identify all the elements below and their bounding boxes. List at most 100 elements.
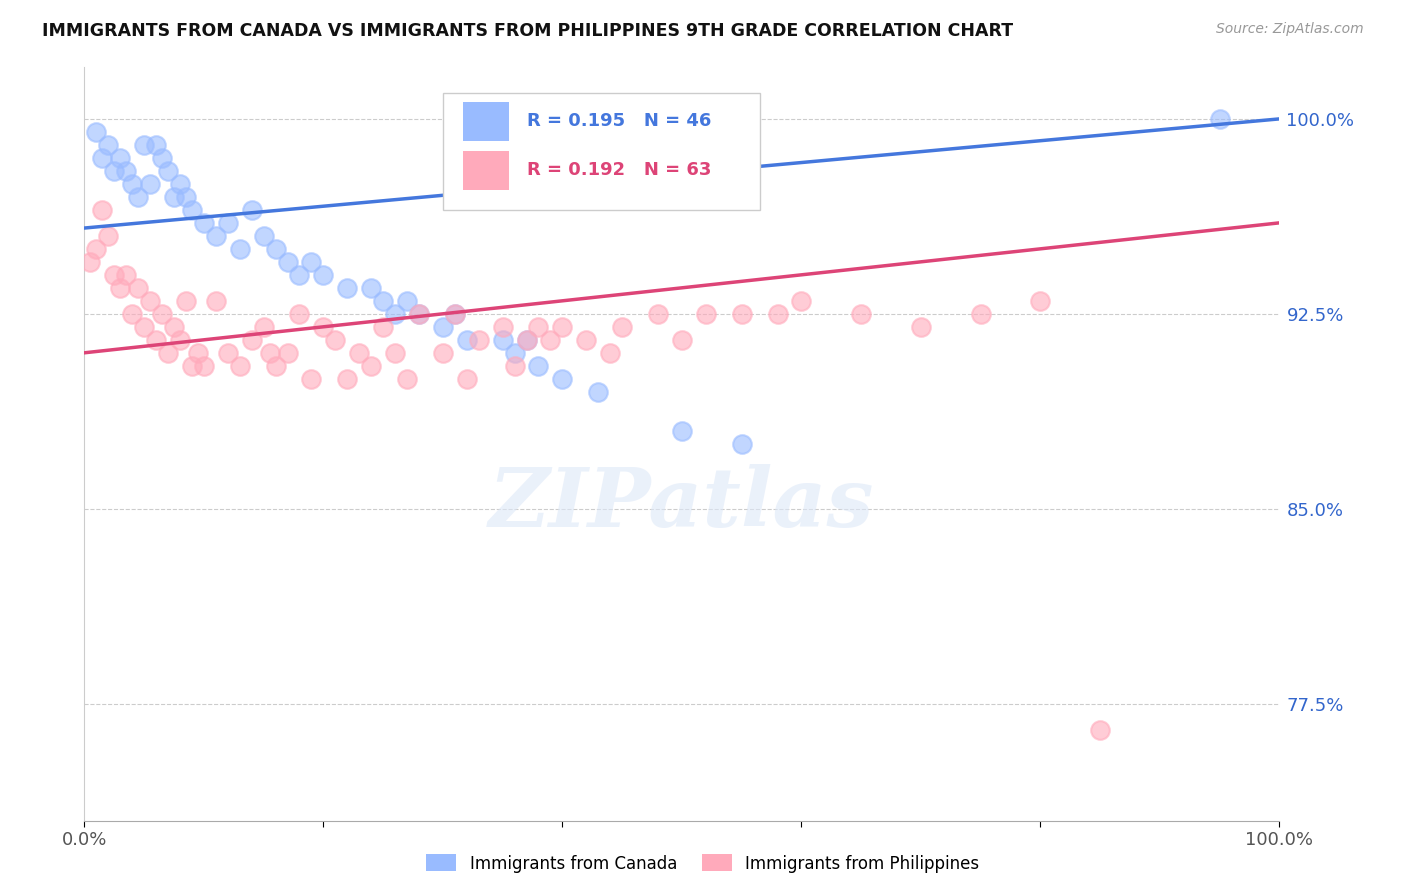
Point [127,190,149,204]
Point [503,346,526,360]
Point [181,359,204,373]
Point [193,359,215,373]
FancyBboxPatch shape [463,102,509,141]
Point [766,307,789,321]
Point [259,346,281,360]
Point [360,281,382,295]
Point [150,307,173,321]
Point [551,372,574,386]
Point [229,242,252,256]
Point [456,333,478,347]
Point [97,137,120,152]
FancyBboxPatch shape [463,151,509,190]
Point [205,228,228,243]
Point [384,346,406,360]
Point [970,307,993,321]
Point [121,307,143,321]
Point [277,346,299,360]
Point [145,137,167,152]
Point [187,346,209,360]
Text: ZIPatlas: ZIPatlas [489,464,875,544]
Point [174,293,197,308]
Point [575,333,598,347]
Point [132,137,156,152]
Point [240,202,263,217]
Point [516,333,538,347]
Point [301,255,323,269]
Point [373,293,395,308]
Point [253,228,276,243]
Point [588,384,610,399]
Point [647,307,669,321]
Point [163,319,186,334]
Point [551,319,574,334]
Point [79,255,101,269]
Point [127,281,149,295]
Text: R = 0.192   N = 63: R = 0.192 N = 63 [527,161,711,179]
Point [612,319,634,334]
Point [468,333,491,347]
Point [86,125,108,139]
Point [288,307,311,321]
Text: Source: ZipAtlas.com: Source: ZipAtlas.com [1216,22,1364,37]
Point [910,319,932,334]
Point [599,346,621,360]
Point [157,164,180,178]
Point [181,202,204,217]
Point [103,268,125,282]
Point [671,424,693,438]
Point [790,293,813,308]
Point [91,202,114,217]
Point [264,242,287,256]
Point [456,372,478,386]
Point [217,346,239,360]
Point [695,307,717,321]
Point [731,436,754,450]
Point [527,319,550,334]
Point [384,307,406,321]
Point [671,333,693,347]
Point [527,359,550,373]
Point [110,151,132,165]
Point [103,164,125,178]
Point [373,319,395,334]
Point [240,333,263,347]
Point [492,319,515,334]
Point [115,268,138,282]
Point [396,372,419,386]
Text: IMMIGRANTS FROM CANADA VS IMMIGRANTS FROM PHILIPPINES 9TH GRADE CORRELATION CHAR: IMMIGRANTS FROM CANADA VS IMMIGRANTS FRO… [42,22,1014,40]
Point [139,293,162,308]
Point [91,151,114,165]
Point [540,333,562,347]
Point [360,359,382,373]
Point [312,319,335,334]
Point [169,177,191,191]
Legend: Immigrants from Canada, Immigrants from Philippines: Immigrants from Canada, Immigrants from … [420,847,986,880]
Point [277,255,299,269]
Point [253,319,276,334]
Point [1029,293,1052,308]
Point [1209,112,1232,126]
Point [336,281,359,295]
Point [503,359,526,373]
Point [349,346,371,360]
Point [132,319,156,334]
Point [217,216,239,230]
Point [115,164,138,178]
Text: R = 0.195   N = 46: R = 0.195 N = 46 [527,112,711,130]
Point [408,307,430,321]
Point [444,307,467,321]
Point [193,216,215,230]
Point [301,372,323,386]
Point [516,333,538,347]
Point [325,333,347,347]
Point [150,151,173,165]
Point [121,177,143,191]
Point [229,359,252,373]
Point [731,307,754,321]
Point [312,268,335,282]
Point [1090,723,1112,737]
Point [110,281,132,295]
Point [408,307,430,321]
Point [205,293,228,308]
